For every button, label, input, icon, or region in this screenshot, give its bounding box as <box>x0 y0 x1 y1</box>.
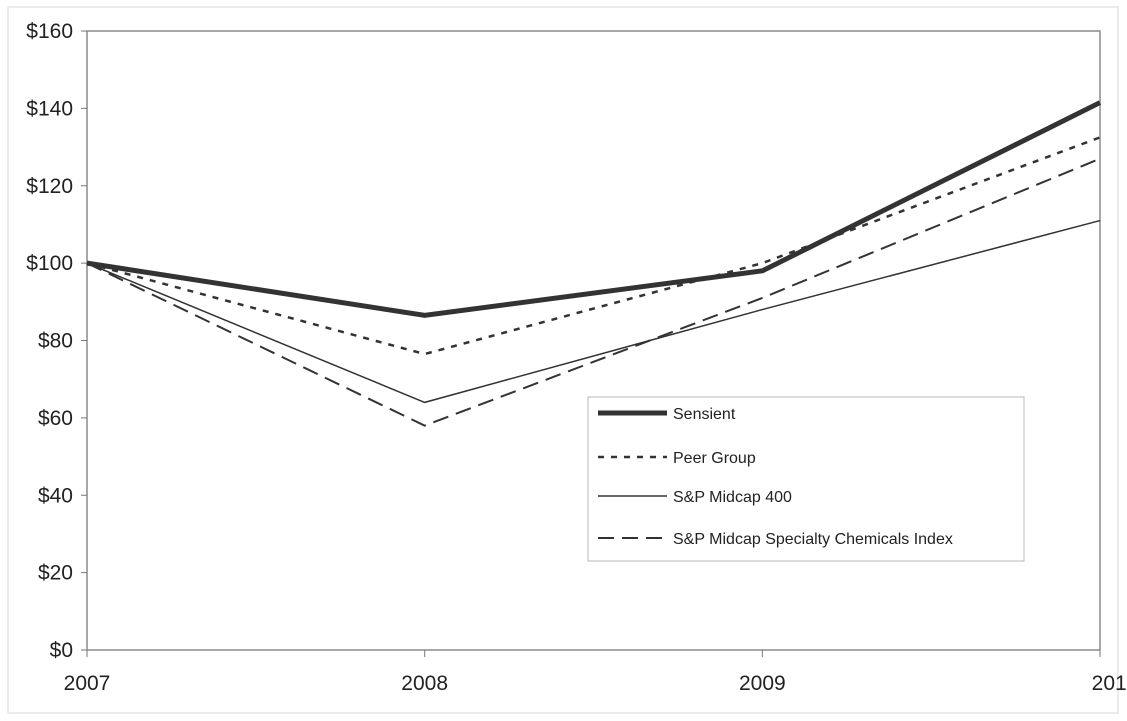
legend-item-peer-group: Peer Group <box>598 450 756 467</box>
x-tick-label: 2008 <box>401 672 448 695</box>
legend-item-sp-midcap-400: S&P Midcap 400 <box>598 489 792 506</box>
legend-item-sensient: Sensient <box>598 406 736 423</box>
x-tick-label: 2007 <box>64 672 111 695</box>
y-tick-label: $80 <box>38 330 73 353</box>
y-tick-label: $0 <box>50 639 73 662</box>
y-tick-label: $160 <box>26 20 73 43</box>
legend-label-sp-midcap-400: S&P Midcap 400 <box>673 489 792 506</box>
x-axis-ticks: 2007 2008 2009 2010 <box>64 650 1127 695</box>
y-tick-label: $20 <box>38 562 73 585</box>
series-line-peer-group <box>86 136 1101 356</box>
x-tick-label: 2010 <box>1092 672 1127 695</box>
y-tick-label: $120 <box>26 175 73 198</box>
series-line-s-p-midcap-specialty-chemicals-index <box>86 157 1101 427</box>
legend-box <box>587 396 1025 562</box>
y-tick-label: $60 <box>38 407 73 430</box>
legend-label-sensient: Sensient <box>673 406 736 423</box>
legend-label-specialty-chemicals: S&P Midcap Specialty Chemicals Index <box>673 531 953 548</box>
x-tick-label: 2009 <box>739 672 786 695</box>
y-tick-label: $140 <box>26 97 73 120</box>
legend-label-peer-group: Peer Group <box>673 450 756 467</box>
y-axis-ticks: $0 $20 $40 $60 $80 $100 $120 $140 $160 <box>26 20 87 662</box>
y-tick-label: $40 <box>38 484 73 507</box>
series-line-s-p-midcap-400 <box>86 219 1101 404</box>
series-layer <box>86 100 1102 427</box>
legend: Sensient Peer Group S&P Midcap 400 S&P M… <box>587 396 1025 562</box>
y-tick-label: $100 <box>26 252 73 275</box>
legend-item-specialty-chemicals: S&P Midcap Specialty Chemicals Index <box>598 531 953 548</box>
series-line-sensient <box>86 100 1102 318</box>
